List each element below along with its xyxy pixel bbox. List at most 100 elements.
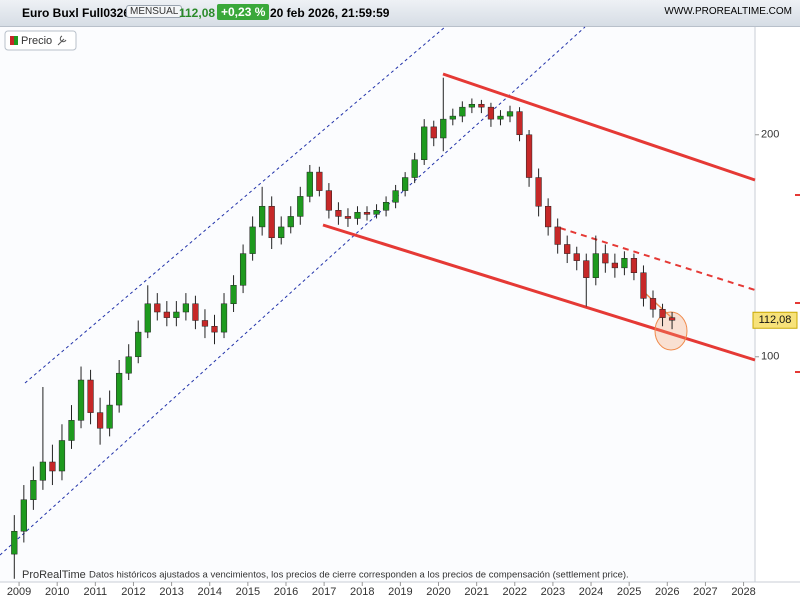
candle-body: [154, 303, 161, 313]
x-tick-label: 2028: [731, 586, 755, 598]
candle-body: [440, 118, 447, 139]
candle-body: [49, 461, 56, 472]
x-tick-label: 2011: [84, 586, 108, 598]
candle-body: [497, 115, 504, 120]
candle-body: [545, 205, 552, 228]
last-price-box: [752, 311, 798, 329]
candle-body: [344, 216, 352, 219]
candle-body: [573, 253, 580, 261]
x-tick-label: 2016: [274, 586, 298, 598]
candle-body: [58, 440, 66, 472]
trend-line: [442, 72, 756, 182]
candle-body: [402, 177, 409, 191]
candle-body: [249, 226, 256, 254]
candle-body: [163, 311, 170, 318]
x-tick-label: 2018: [350, 586, 374, 598]
candle-body: [506, 111, 514, 117]
change: +0,23 %: [217, 4, 270, 20]
candle-body: [144, 303, 151, 333]
candle-body: [278, 226, 285, 239]
candle-body: [116, 372, 123, 406]
candle-body: [68, 420, 75, 441]
x-tick-label: 2014: [197, 586, 221, 598]
candle-body: [640, 272, 647, 299]
candle-body: [87, 379, 94, 413]
x-tick-label: 2025: [617, 586, 641, 598]
x-tick-label: 2010: [45, 586, 69, 598]
footnote: Datos históricos ajustados a vencimiento…: [89, 570, 629, 581]
plot-bg: [0, 27, 755, 582]
header-bar: Euro Buxl Full0326 MENSUAL 112,08 +0,23 …: [0, 0, 800, 27]
x-tick-label: 2009: [7, 586, 31, 598]
candle-body: [182, 303, 190, 313]
x-tick-label: 2022: [503, 586, 527, 598]
x-tick-label: 2023: [541, 586, 565, 598]
trend-line: [322, 223, 756, 362]
candle-body: [649, 298, 657, 310]
candle-body: [487, 106, 495, 120]
candle-body: [135, 331, 142, 358]
candle-body: [392, 190, 399, 203]
x-tick-label: 2017: [312, 586, 336, 598]
channel-line: [24, 26, 446, 384]
candle-body: [525, 134, 533, 178]
x-tick-label: 2027: [693, 586, 717, 598]
candle-body: [335, 210, 342, 217]
candle-body: [220, 303, 228, 333]
legend-swatch: [14, 36, 18, 45]
x-tick-label: 2024: [579, 586, 603, 598]
x-tick-label: 2012: [121, 586, 145, 598]
candle-body: [611, 262, 618, 269]
candle-body: [106, 404, 113, 429]
settings-icon[interactable]: [57, 35, 67, 46]
channel-line: [0, 26, 586, 556]
candle-body: [373, 210, 380, 215]
price: 112,08: [179, 6, 216, 20]
x-tick-label: 2026: [655, 586, 679, 598]
candle-body: [468, 103, 475, 108]
x-tick-label: 2021: [464, 586, 488, 598]
candle-body: [287, 216, 294, 228]
candle-body: [516, 111, 523, 136]
period[interactable]: MENSUAL: [126, 5, 183, 18]
y-tick-label: 100: [761, 351, 779, 363]
candle-body: [297, 196, 304, 217]
candle-body: [259, 205, 266, 228]
candle-body: [382, 202, 390, 211]
candle-body: [39, 461, 47, 481]
candle-body: [20, 499, 27, 532]
datetime: 20 feb 2026, 21:59:59: [270, 6, 390, 20]
x-tick-label: 2019: [388, 586, 412, 598]
candle-body: [630, 258, 638, 273]
x-tick-label: 2015: [236, 586, 260, 598]
candle-body: [96, 412, 104, 429]
candle-body: [554, 226, 561, 245]
candle-body: [659, 308, 666, 318]
candle-body: [421, 126, 428, 160]
candle-body: [592, 253, 599, 278]
y-tick-label: 200: [761, 129, 779, 141]
x-tick-label: 2013: [159, 586, 183, 598]
legend-label: Precio: [21, 35, 52, 47]
candle-body: [363, 212, 371, 215]
legend-swatch: [10, 36, 14, 45]
candle-body: [192, 303, 199, 321]
last-price-label: 112,08: [759, 314, 792, 326]
candle-body: [411, 159, 418, 178]
candle-body: [201, 320, 209, 327]
brand: ProRealTime: [22, 569, 86, 581]
candle-body: [11, 530, 18, 555]
x-tick-label: 2020: [426, 586, 450, 598]
candle-body: [173, 311, 180, 318]
candle-body: [77, 379, 85, 421]
site: WWW.PROREALTIME.COM: [664, 6, 792, 17]
candle-body: [621, 258, 628, 269]
candle-body: [459, 106, 466, 117]
candle-body: [602, 253, 609, 264]
candle-body: [430, 126, 437, 139]
candle-body: [449, 115, 456, 120]
candle-body: [583, 260, 590, 278]
candle-body: [564, 244, 571, 254]
